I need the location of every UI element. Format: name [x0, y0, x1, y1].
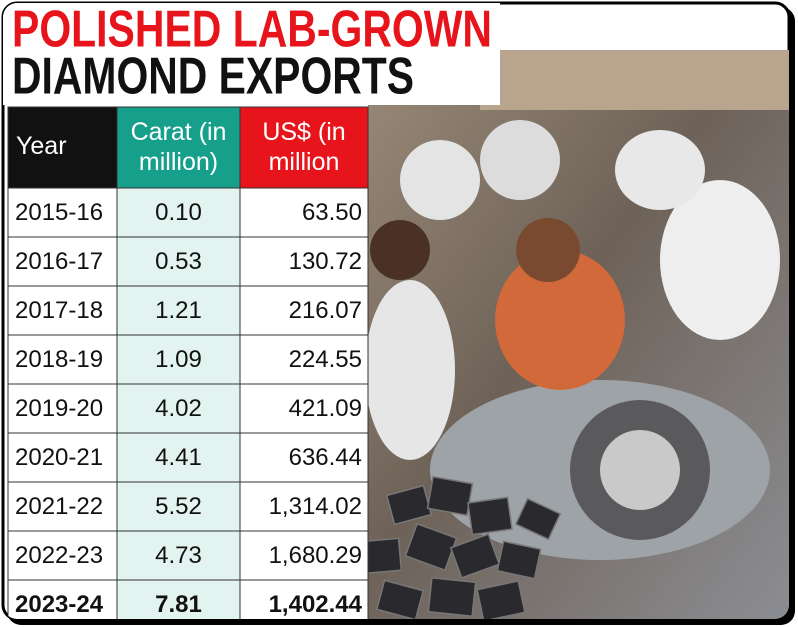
worker-back [615, 130, 705, 210]
table-cell [239, 334, 369, 385]
cell-text: 2021-22 [15, 493, 103, 520]
cell-text: 7.81 [155, 591, 202, 618]
table: Year Carat (in million) US$ (in million 2015-… [7, 106, 369, 619]
table-cell [116, 236, 241, 287]
title-line1: POLISHED LAB-GROWN [12, 1, 492, 59]
header-cell [116, 106, 241, 189]
cell-text: 130.72 [289, 248, 362, 275]
cell-text: 2018-19 [15, 346, 103, 373]
table-cell [239, 236, 369, 287]
table-cell [239, 285, 369, 336]
table-cell [239, 383, 369, 434]
cell-text: 4.73 [155, 542, 202, 569]
header-cell [7, 106, 118, 189]
table-cell [116, 285, 241, 336]
table-cell [116, 383, 241, 434]
cell-text: 421.09 [289, 395, 362, 422]
header-line: million) [139, 148, 218, 176]
table-cell [7, 334, 118, 385]
cell-text: 224.55 [289, 346, 362, 373]
header-label: Year [16, 132, 67, 160]
table-cell [7, 432, 118, 483]
worker-back [400, 140, 480, 220]
header-label: Carat (in million) [131, 118, 227, 176]
header-line: Carat (in [131, 118, 227, 146]
table-cell [116, 187, 241, 238]
worker-left-head [370, 220, 430, 280]
header-cell [239, 106, 369, 189]
cell-text: 2017-18 [15, 297, 103, 324]
cell-text: 1.09 [155, 346, 202, 373]
header-line: million [269, 148, 340, 176]
photo-wall [480, 50, 789, 110]
title-background [3, 3, 500, 105]
cell-text: 63.50 [302, 199, 362, 226]
table-cell [239, 579, 369, 619]
diamond-pile [357, 475, 562, 619]
table-cell [7, 285, 118, 336]
table-cell [116, 432, 241, 483]
table-cell [7, 530, 118, 581]
table-cell [7, 187, 118, 238]
table-cell [239, 432, 369, 483]
table-cell [239, 187, 369, 238]
worker-back [480, 120, 560, 200]
title-line2: DIAMOND EXPORTS [12, 48, 414, 106]
cell-text: 2023-24 [15, 591, 104, 618]
worker-shirt [495, 250, 625, 390]
cell-text: 4.02 [155, 395, 202, 422]
cell-text: 1,402.44 [269, 591, 363, 618]
table-cell [116, 481, 241, 532]
worker-head [516, 218, 580, 282]
header-line: US$ (in [262, 118, 345, 146]
cell-text: 0.53 [155, 248, 202, 275]
worker-left [365, 280, 455, 460]
cell-text: 2019-20 [15, 395, 103, 422]
cell-text: 1.21 [155, 297, 202, 324]
polishing-wheel-center [600, 430, 680, 510]
cell-text: 2020-21 [15, 444, 103, 471]
cell-text: 0.10 [155, 199, 202, 226]
cell-text: 1,314.02 [269, 493, 362, 520]
cell-text: 216.07 [289, 297, 362, 324]
header-label: US$ (in million [262, 118, 345, 176]
cell-text: 1,680.29 [269, 542, 362, 569]
cell-text: 2022-23 [15, 542, 103, 569]
cell-text: 2015-16 [15, 199, 103, 226]
cell-text: 4.41 [155, 444, 202, 471]
photo [357, 50, 789, 619]
table-cell [7, 481, 118, 532]
cell-text: 2016-17 [15, 248, 103, 275]
table-cell [116, 334, 241, 385]
cell-text: 5.52 [155, 493, 202, 520]
cell-text: 636.44 [289, 444, 362, 471]
worker-right [660, 180, 780, 340]
